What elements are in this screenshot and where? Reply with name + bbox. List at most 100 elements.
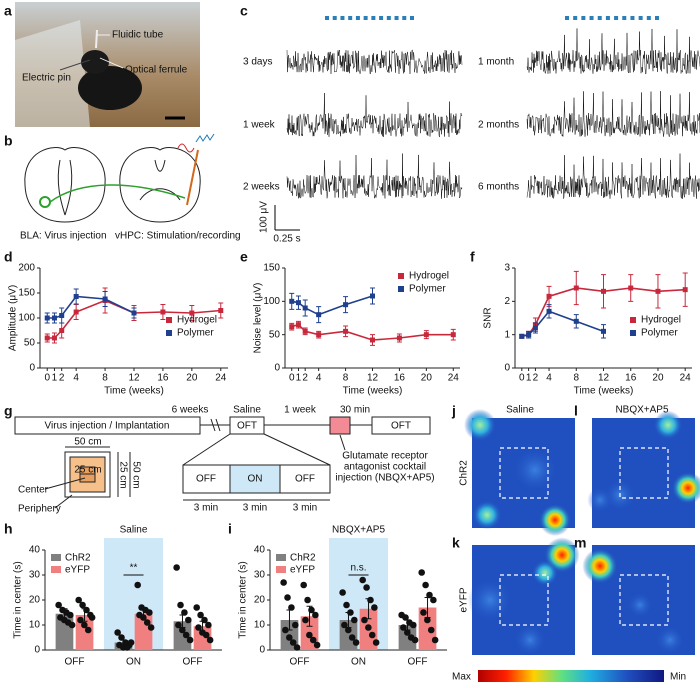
- marker: [343, 328, 349, 334]
- data-point: [304, 596, 311, 604]
- heatmap-title: NBQX+AP5: [615, 405, 669, 416]
- data-point: [123, 644, 131, 651]
- y-tick-label: 10: [29, 620, 41, 631]
- legend-label: Polymer: [409, 284, 446, 295]
- data-point: [181, 609, 188, 616]
- x-tick-label: 16: [625, 373, 637, 384]
- legend-swatch: [276, 554, 286, 561]
- protocol-interval: Saline: [233, 405, 261, 416]
- arena-dim: 25 cm: [74, 465, 101, 476]
- heatmap-row: ChR2: [459, 460, 470, 486]
- marker: [59, 328, 65, 333]
- data-point: [426, 591, 433, 599]
- data-point: [67, 611, 74, 619]
- protocol-test: OFT: [237, 421, 257, 432]
- panel-label: f: [470, 249, 475, 265]
- y-tick-label: 200: [18, 263, 35, 274]
- photo-label: Electric pin: [22, 73, 71, 84]
- data-point: [205, 621, 212, 629]
- protocol: [14, 416, 431, 509]
- panel-label: g: [4, 403, 13, 419]
- x-tick-label: 12: [367, 373, 379, 384]
- data-point: [293, 644, 301, 651]
- data-point: [424, 616, 431, 624]
- x-tick-label: 4: [546, 373, 552, 384]
- epoch-duration: 3 min: [194, 503, 218, 514]
- center-zone: [499, 574, 549, 626]
- marker: [302, 305, 308, 311]
- y-tick-label: 40: [29, 545, 41, 556]
- epoch-duration: 3 min: [293, 503, 317, 514]
- marker: [573, 285, 579, 291]
- legend-label: Polymer: [177, 328, 214, 339]
- epoch-label: ON: [248, 474, 263, 485]
- data-point: [352, 639, 360, 646]
- y-tick-label: 50: [24, 338, 36, 349]
- marker: [316, 312, 322, 318]
- legend-swatch: [51, 566, 61, 573]
- panel-label: e: [240, 249, 248, 265]
- data-point: [88, 614, 96, 621]
- x-tick-label: 24: [448, 373, 460, 384]
- marker: [450, 332, 456, 338]
- scale-label: 100 μV: [259, 201, 270, 233]
- data-point: [403, 629, 411, 636]
- data-point: [147, 624, 155, 631]
- data-point: [343, 601, 350, 609]
- injection-note: Glutamate receptor: [342, 451, 428, 462]
- marker: [73, 294, 79, 299]
- chart-title: NBQX+AP5: [332, 525, 386, 536]
- x-tick-label: 12: [128, 373, 140, 384]
- x-tick-label: OFF: [183, 657, 203, 668]
- trace-label: 1 month: [478, 57, 514, 68]
- marker: [51, 315, 57, 321]
- y-axis-label: Noise level (μV): [253, 283, 264, 354]
- legend-swatch: [166, 317, 172, 323]
- center-zone: [499, 447, 549, 499]
- colorbar-label: Max: [452, 672, 471, 683]
- data-point: [79, 601, 86, 609]
- data-point: [400, 624, 407, 631]
- y-tick-label: 2: [504, 296, 510, 307]
- marker: [44, 335, 50, 341]
- trace: [286, 153, 463, 200]
- x-tick-label: 16: [394, 373, 406, 384]
- y-axis-label: Amplitude (μV): [8, 285, 19, 351]
- marker: [573, 318, 579, 324]
- data-point: [195, 624, 202, 631]
- data-point: [202, 631, 210, 639]
- data-point: [143, 619, 151, 626]
- marker: [59, 313, 65, 318]
- y-tick-label: 3: [504, 263, 510, 274]
- data-point: [339, 589, 346, 596]
- heatmap-spot: [514, 624, 546, 656]
- arena-dim: 50 cm: [74, 437, 101, 448]
- schematic-label: vHPC: Stimulation/recording: [115, 231, 241, 242]
- y-axis-label: Time in center (s): [13, 561, 24, 638]
- heatmap-spot: [467, 577, 513, 623]
- marker: [370, 293, 375, 299]
- x-tick-label: OFF: [290, 657, 310, 668]
- bar: [173, 621, 192, 650]
- y-tick-label: 20: [254, 595, 266, 606]
- trace-label: 2 months: [478, 120, 519, 131]
- x-tick-label: 4: [73, 373, 79, 384]
- heatmap-spot: [582, 548, 618, 584]
- x-tick-label: 2: [302, 373, 308, 384]
- data-point: [411, 636, 419, 644]
- trace-label: 1 week: [243, 120, 276, 131]
- colorbar-label: Min: [670, 672, 686, 683]
- x-tick-label: 1: [296, 373, 302, 384]
- data-point: [285, 634, 293, 641]
- marker: [546, 293, 552, 299]
- x-tick-label: 20: [186, 373, 198, 384]
- data-point: [84, 626, 92, 634]
- data-point: [197, 611, 204, 619]
- y-axis-label: SNR: [483, 307, 494, 328]
- marker: [302, 328, 308, 334]
- y-tick-label: 30: [254, 570, 266, 581]
- panel-label: b: [4, 133, 13, 149]
- marker: [370, 337, 375, 343]
- x-tick-label: 1: [52, 373, 58, 384]
